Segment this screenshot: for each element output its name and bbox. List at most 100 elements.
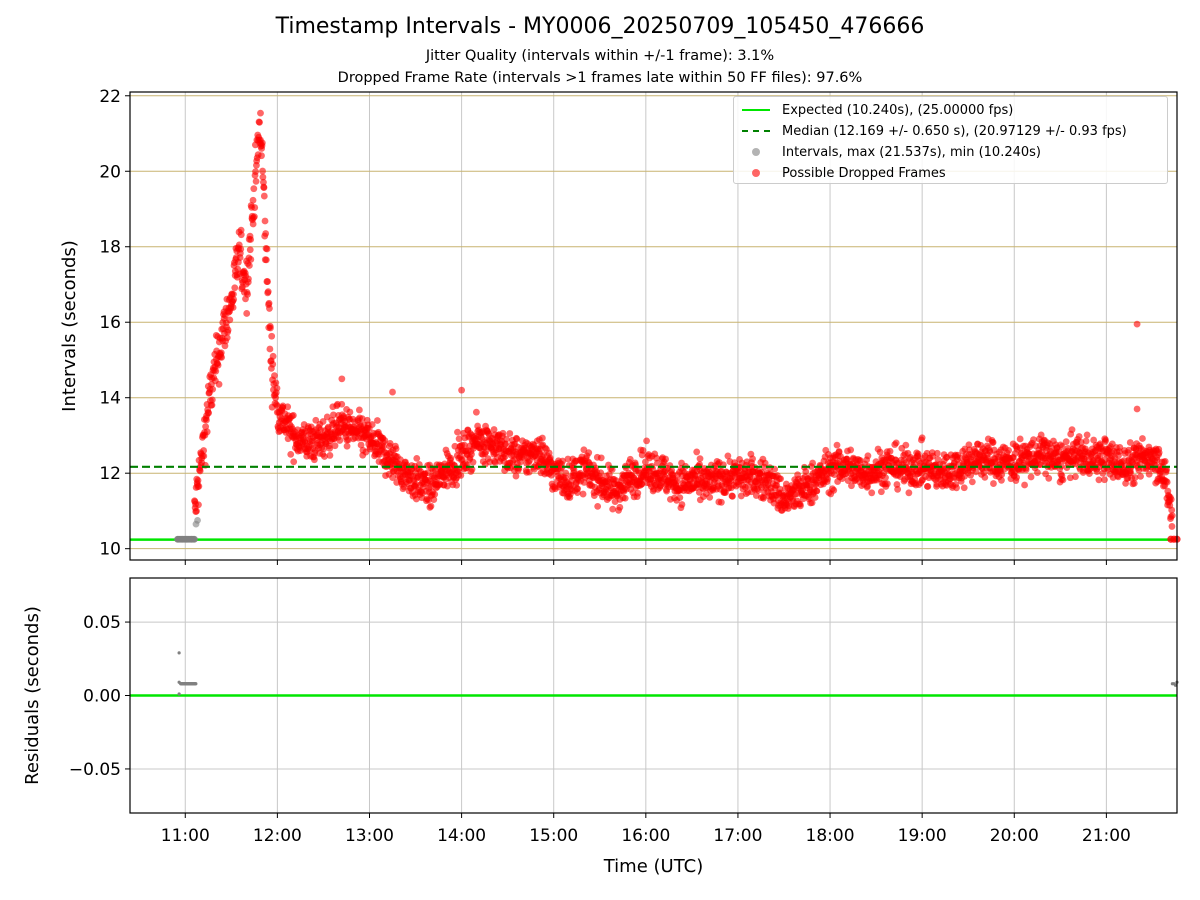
dropped-frame-point <box>848 482 855 490</box>
dropped-frame-point <box>287 450 295 458</box>
dropped-frame-point <box>676 494 684 502</box>
dropped-frame-point <box>813 487 821 495</box>
dropped-frame-point <box>594 502 602 510</box>
dropped-frame-point <box>914 450 922 458</box>
dropped-frame-point <box>605 471 613 478</box>
legend-item-expected: Expected (10.240s), (25.00000 fps) <box>740 100 1013 120</box>
dropped-frame-point <box>330 411 337 419</box>
dropped-frame-point <box>1161 457 1169 465</box>
dropped-frame-point <box>761 459 769 467</box>
y-tick-label: 12 <box>99 464 121 484</box>
dropped-frame-point <box>1045 474 1053 482</box>
dropped-frame-point <box>431 490 439 498</box>
dropped-frame-point <box>749 455 756 463</box>
dropped-frame-point <box>453 481 461 489</box>
dropped-frame-point <box>223 334 231 342</box>
dropped-frame-point <box>729 492 736 500</box>
dropped-frame-point <box>1102 436 1109 444</box>
dropped-frame-point <box>389 474 396 481</box>
dropped-frame-point <box>621 494 629 502</box>
dropped-frame-point <box>981 473 989 481</box>
dropped-frame-point <box>284 403 292 411</box>
dropped-frame-point <box>717 498 725 506</box>
y-tick-label: 10 <box>99 540 121 560</box>
dropped-frame-point <box>833 441 841 449</box>
dropped-frame-point <box>346 408 354 416</box>
dropped-frame-point <box>597 469 605 477</box>
dropped-frame-point <box>876 448 884 456</box>
dropped-frame-point <box>538 434 546 442</box>
dropped-frame-point <box>265 299 273 307</box>
dropped-frame-point <box>877 488 885 496</box>
dropped-frame-point <box>357 441 365 449</box>
dropped-frame-point <box>326 444 334 452</box>
dropped-frame-point <box>249 220 257 228</box>
dropped-frame-point <box>1163 478 1171 486</box>
dropped-frame-point <box>933 449 941 457</box>
dropped-frame-point <box>864 452 872 460</box>
dropped-frame-point <box>386 440 394 447</box>
dropped-frame-point <box>250 185 258 193</box>
dropped-frame-point <box>824 475 831 483</box>
dropped-frame-point <box>1131 474 1139 481</box>
x-tick-label: 13:00 <box>345 826 394 846</box>
dropped-frame-point <box>564 455 572 463</box>
dropped-frame-point <box>634 489 642 497</box>
dropped-frame-point <box>706 493 714 501</box>
dropped-frame-point <box>200 447 208 454</box>
dropped-frame-point <box>1163 466 1171 474</box>
dropped-frame-point <box>892 439 900 447</box>
dropped-frame-point <box>585 449 593 457</box>
dropped-frame-point <box>847 446 855 454</box>
dropped-frame-point <box>696 455 704 463</box>
dropped-frame-point <box>883 480 891 488</box>
dropped-frame-outlier <box>1133 320 1141 328</box>
dropped-frame-point <box>272 379 280 387</box>
dropped-frame-outlier <box>389 388 396 396</box>
dropped-frame-point <box>381 437 389 444</box>
dropped-frame-point <box>1126 439 1134 446</box>
dropped-frame-point <box>662 455 669 463</box>
dropped-frame-point <box>200 452 208 460</box>
dropped-frame-outlier <box>257 109 264 117</box>
dropped-frame-point <box>678 501 686 508</box>
dropped-frame-point <box>513 435 521 443</box>
dropped-frame-point <box>264 278 271 285</box>
dropped-frame-point <box>469 458 477 466</box>
chart-title: Timestamp Intervals - MY0006_20250709_10… <box>275 14 925 39</box>
dropped-frame-point <box>212 367 220 375</box>
y-tick-label: 18 <box>99 238 121 258</box>
dropped-frame-point <box>247 236 255 243</box>
dropped-frame-point <box>226 316 234 324</box>
dropped-frame-point <box>956 454 964 462</box>
legend-item-median: Median (12.169 +/- 0.650 s), (20.97129 +… <box>740 121 1127 141</box>
dropped-frame-point <box>264 288 272 296</box>
dropped-frame-point <box>1145 470 1153 478</box>
dropped-frame-point <box>224 326 232 334</box>
dropped-frame-point <box>258 139 266 147</box>
dropped-frame-point <box>256 119 263 126</box>
dropped-frame-point <box>525 468 533 476</box>
interval-point <box>191 535 198 543</box>
dropped-frame-point <box>194 477 202 484</box>
residual-point <box>1173 683 1178 687</box>
dropped-frame-point <box>252 177 260 185</box>
dropped-frame-point <box>259 167 266 175</box>
dropped-frame-point <box>924 483 932 490</box>
dropped-frame-point <box>273 384 281 392</box>
dropped-frame-point <box>319 418 327 425</box>
dropped-frame-point <box>262 230 270 237</box>
dropped-frame-point <box>252 168 259 176</box>
dropped-frame-point <box>918 434 926 442</box>
dropped-frame-point <box>902 441 910 449</box>
dropped-frame-point <box>797 502 804 510</box>
dropped-frame-point <box>208 401 216 409</box>
dropped-frame-point <box>652 454 660 462</box>
dropped-frame-point <box>250 213 258 220</box>
dropped-frame-point <box>195 482 203 490</box>
residual-point <box>177 692 181 696</box>
y-tick-label: 16 <box>99 313 121 333</box>
dropped-frame-point <box>269 352 277 360</box>
dropped-frame-point <box>267 324 274 332</box>
